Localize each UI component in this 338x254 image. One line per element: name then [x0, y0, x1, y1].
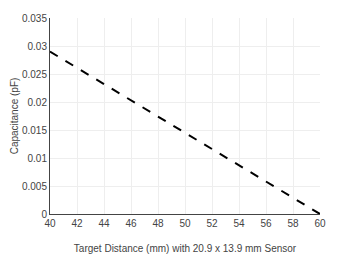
svg-text:58: 58 [287, 218, 299, 229]
svg-text:0.015: 0.015 [22, 125, 47, 136]
svg-text:0: 0 [41, 209, 47, 220]
svg-text:40: 40 [44, 218, 56, 229]
svg-text:0.025: 0.025 [22, 69, 47, 80]
svg-text:54: 54 [233, 218, 245, 229]
svg-text:52: 52 [206, 218, 218, 229]
svg-text:0.035: 0.035 [22, 13, 47, 24]
svg-text:0.03: 0.03 [28, 41, 48, 52]
svg-text:0.01: 0.01 [28, 153, 48, 164]
svg-text:44: 44 [98, 218, 110, 229]
svg-text:0.02: 0.02 [28, 97, 48, 108]
svg-text:60: 60 [314, 218, 326, 229]
svg-text:Target Distance (mm) with 20.9: Target Distance (mm) with 20.9 x 13.9 mm… [74, 243, 297, 254]
svg-text:42: 42 [71, 218, 83, 229]
svg-text:46: 46 [125, 218, 137, 229]
svg-text:Capacitance (pF): Capacitance (pF) [9, 78, 20, 155]
svg-text:56: 56 [260, 218, 272, 229]
svg-text:48: 48 [152, 218, 164, 229]
svg-text:50: 50 [179, 218, 191, 229]
svg-text:0.005: 0.005 [22, 181, 47, 192]
